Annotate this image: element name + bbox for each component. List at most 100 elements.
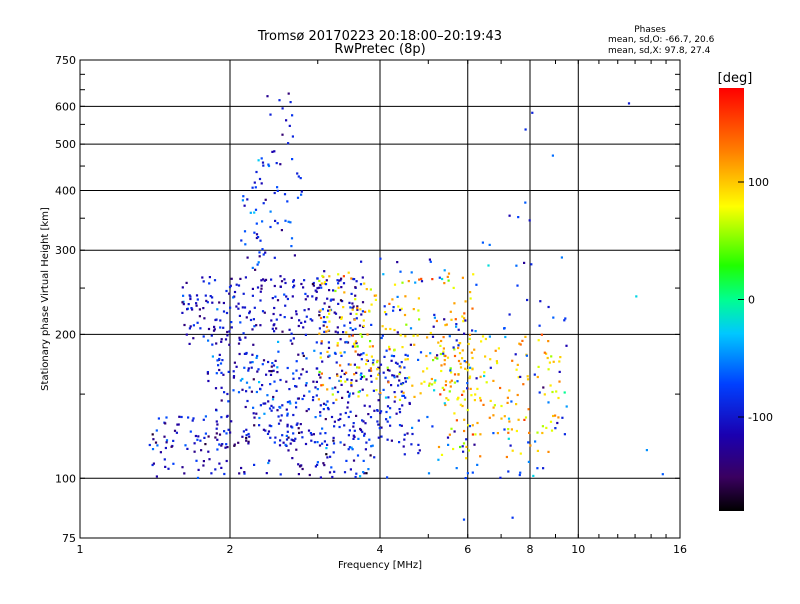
data-point	[255, 170, 258, 174]
data-point	[464, 300, 467, 303]
data-point	[241, 377, 244, 381]
data-point	[316, 441, 319, 444]
data-point	[536, 467, 539, 470]
data-point	[339, 279, 342, 282]
data-point	[250, 390, 253, 393]
data-point	[285, 438, 289, 441]
data-point	[503, 415, 506, 418]
data-point	[462, 390, 465, 393]
data-point	[523, 418, 526, 421]
data-point	[542, 386, 545, 389]
data-point	[325, 453, 328, 456]
data-point	[307, 408, 310, 411]
data-point	[289, 221, 292, 224]
data-point	[331, 475, 334, 479]
data-point	[192, 324, 195, 327]
data-point	[191, 419, 194, 422]
data-point	[302, 326, 305, 329]
data-point	[361, 310, 364, 313]
data-point	[398, 408, 401, 411]
data-point	[455, 323, 458, 326]
data-point	[293, 254, 296, 257]
data-point	[280, 280, 284, 283]
data-point	[290, 237, 294, 240]
data-point	[279, 163, 282, 166]
data-point	[267, 400, 270, 403]
data-point	[390, 439, 393, 442]
data-point	[377, 399, 380, 402]
data-point	[340, 354, 343, 357]
data-point	[563, 319, 566, 322]
data-point	[278, 99, 281, 102]
data-point	[365, 441, 368, 444]
data-point	[288, 124, 291, 127]
y-tick-label: 400	[55, 184, 76, 197]
data-point	[471, 424, 474, 427]
data-point	[392, 309, 395, 312]
data-point	[290, 245, 293, 248]
data-point	[561, 416, 564, 419]
data-point	[273, 330, 276, 333]
data-point	[244, 276, 247, 279]
data-point	[277, 340, 280, 343]
data-point	[256, 286, 260, 289]
data-point	[298, 431, 301, 434]
data-point	[515, 403, 518, 406]
data-point	[331, 387, 334, 390]
data-point	[439, 393, 442, 396]
data-point	[484, 337, 487, 341]
data-point	[241, 388, 244, 391]
data-point	[314, 386, 317, 389]
data-point	[318, 279, 321, 282]
data-point	[353, 318, 356, 321]
data-point	[382, 273, 385, 276]
data-point	[344, 380, 347, 383]
data-point	[203, 317, 206, 320]
data-point	[368, 309, 371, 312]
data-point	[235, 305, 238, 308]
data-point	[215, 372, 218, 375]
data-point	[267, 430, 271, 433]
data-point	[301, 397, 304, 401]
data-point	[354, 350, 357, 353]
data-point	[211, 343, 214, 346]
data-point	[459, 362, 462, 365]
data-point	[431, 278, 434, 281]
data-point	[334, 312, 338, 315]
data-point	[375, 377, 378, 380]
data-point	[468, 425, 471, 428]
data-point	[213, 328, 216, 331]
data-point	[345, 331, 348, 334]
data-point	[243, 471, 246, 474]
data-point	[402, 391, 405, 394]
data-point	[220, 386, 223, 389]
data-point	[267, 163, 270, 166]
data-point	[319, 432, 322, 435]
data-point	[359, 283, 363, 286]
data-point	[488, 335, 491, 338]
data-point	[388, 345, 391, 348]
stats-heading: Phases	[634, 25, 666, 35]
data-point	[295, 310, 298, 313]
data-point	[457, 328, 460, 331]
data-point	[198, 308, 201, 311]
data-point	[247, 432, 250, 436]
data-point	[337, 279, 341, 282]
data-point	[552, 360, 555, 363]
data-point	[467, 424, 470, 427]
data-point	[215, 342, 218, 345]
data-point	[304, 298, 307, 301]
data-point	[300, 190, 303, 193]
data-point	[173, 429, 177, 432]
data-point	[333, 420, 336, 423]
data-point	[206, 301, 209, 304]
data-point	[216, 359, 219, 362]
data-point	[237, 302, 240, 305]
data-point	[353, 342, 356, 345]
data-point	[440, 369, 443, 373]
data-point	[185, 281, 188, 284]
data-point	[195, 302, 198, 305]
data-point	[250, 366, 253, 369]
data-point	[351, 345, 354, 348]
data-point	[492, 379, 495, 382]
